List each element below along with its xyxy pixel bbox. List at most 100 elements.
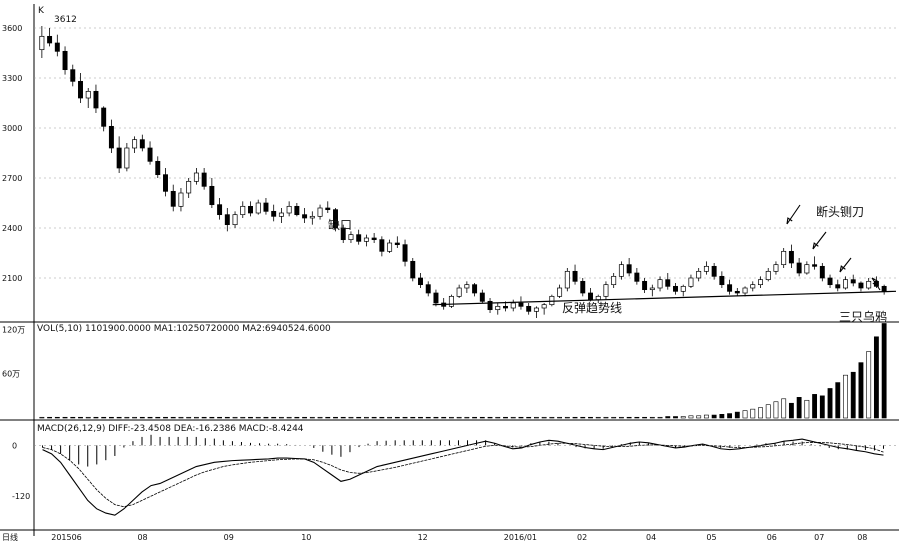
volume-bar (394, 416, 400, 419)
candle-down (881, 285, 887, 292)
candle-up (132, 139, 138, 149)
volume-bar (657, 416, 663, 419)
x-tick-label: 05 (706, 533, 716, 542)
candle-down (170, 190, 176, 207)
rebound-trendline (432, 290, 897, 306)
volume-bar (734, 411, 740, 419)
volume-bar (557, 416, 563, 419)
candle-down (62, 50, 68, 71)
candle-up (758, 279, 763, 286)
candle-down (418, 277, 423, 286)
volume-tick-label: 120万 (2, 325, 25, 334)
candle-up (448, 295, 454, 307)
candle-down (333, 209, 338, 229)
candle-down (201, 172, 207, 187)
candle-down (711, 265, 717, 277)
volume-bar (124, 416, 130, 419)
candle-down (526, 305, 532, 312)
volume-bar (132, 416, 138, 419)
candle-up (309, 215, 315, 219)
volume-bar (796, 397, 802, 419)
candle-up (649, 287, 655, 291)
candle-down (340, 227, 346, 241)
volume-bar (750, 408, 756, 419)
candle-down (248, 205, 253, 214)
volume-bar (155, 416, 161, 419)
volume-bar (873, 336, 879, 419)
candle-down (673, 285, 678, 292)
macd-series (42, 434, 884, 516)
volume-bar (758, 407, 763, 419)
volume-bar (518, 416, 524, 419)
volume-bar (101, 416, 107, 419)
candle-up (232, 214, 238, 226)
volume-bar (595, 416, 601, 419)
volume-bar (240, 416, 246, 419)
candle-down (642, 280, 648, 291)
volume-bar (363, 416, 369, 419)
price-panel-title: K (38, 6, 45, 16)
volume-bar (835, 382, 841, 419)
x-tick-label: 06 (767, 533, 777, 542)
volume-bar (649, 416, 655, 419)
volume-bar (302, 416, 308, 419)
candle-down (155, 160, 161, 176)
candle-up (680, 285, 686, 292)
volume-bar (495, 416, 501, 419)
volume-bar (294, 416, 300, 419)
candle-up (464, 284, 470, 289)
volume-bar (78, 416, 83, 419)
candle-up (618, 264, 624, 277)
trendline-layer (432, 204, 897, 306)
candle-up (510, 302, 516, 309)
candle-up (750, 284, 756, 289)
panel-frames (0, 4, 899, 536)
candle-down (101, 107, 107, 127)
volume-bar (340, 416, 346, 419)
volume-panel-title: VOL(5,10) 1101900.0000 MA1:10250720000 M… (37, 324, 331, 334)
candle-up (39, 35, 45, 51)
volume-bar (456, 416, 462, 419)
volume-bar (209, 416, 215, 419)
arrow-head (839, 265, 846, 273)
candle-up (456, 287, 462, 297)
volume-bar (843, 374, 848, 419)
volume-bar (611, 416, 617, 419)
volume-bar (387, 416, 393, 419)
candle-down (788, 250, 794, 264)
volume-bar (618, 416, 624, 419)
candle-up (564, 270, 570, 289)
candle-up (603, 284, 609, 297)
candle-up (387, 242, 393, 252)
volume-bar (765, 404, 771, 419)
candle-down (719, 275, 725, 286)
volume-bar (418, 416, 423, 419)
volume-bar (703, 414, 709, 419)
volume-bar (510, 416, 516, 419)
x-tick-label: 2016/01 (504, 533, 537, 542)
candle-up (186, 180, 192, 194)
volume-bar (479, 416, 485, 419)
candle-up (657, 279, 663, 289)
candle-down (54, 42, 60, 52)
volume-bar (201, 416, 207, 419)
volume-bar (286, 416, 292, 419)
volume-bar (727, 413, 733, 419)
volume-bar (881, 323, 887, 419)
candle-up (541, 304, 547, 309)
candle-down (425, 284, 431, 294)
volume-bar (603, 416, 609, 419)
candle-down (580, 280, 586, 294)
candle-down (93, 90, 99, 109)
volume-bar (93, 416, 99, 419)
candle-up (240, 205, 246, 216)
axis-labels: 3600 3300 3000 2700 2400 2100 120万 60万 0 -120 日线 20… (2, 24, 896, 542)
price-tick-label: 2700 (2, 174, 22, 183)
price-tick-label: 2100 (2, 274, 22, 283)
volume-bar (379, 416, 385, 419)
volume-bar (448, 416, 454, 419)
price-tick-label: 3600 (2, 24, 22, 33)
volume-bar (673, 416, 678, 419)
candle-up (317, 207, 323, 217)
macd-panel-title: MACD(26,12,9) DIFF:-23.4508 DEA:-16.2386… (37, 424, 304, 434)
